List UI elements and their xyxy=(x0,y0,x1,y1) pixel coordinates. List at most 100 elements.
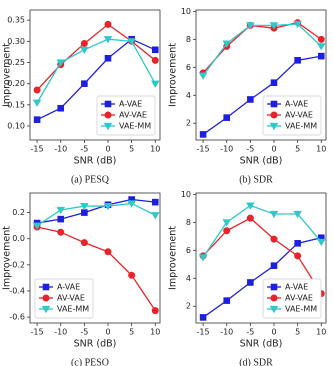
y-tick-label: 8 xyxy=(186,35,191,44)
plot-frame xyxy=(195,9,327,141)
marker xyxy=(269,210,279,219)
plot-frame xyxy=(29,192,161,324)
y-tick-label: 2 xyxy=(186,119,191,128)
x-axis-label: SNR (dB) xyxy=(240,339,283,350)
marker xyxy=(57,215,65,223)
y-tick-label: 8 xyxy=(186,218,191,227)
y-tick-label: 4 xyxy=(186,91,191,100)
marker xyxy=(104,111,112,119)
y-axis-label: Improvement xyxy=(2,226,13,290)
x-tick-label: -15 xyxy=(197,328,210,337)
marker xyxy=(223,227,231,235)
legend-label: VAE-MM xyxy=(285,305,317,314)
x-tick-label: -10 xyxy=(54,328,67,337)
marker xyxy=(246,202,255,210)
marker xyxy=(270,100,278,108)
marker xyxy=(32,99,42,107)
marker xyxy=(294,252,302,260)
marker xyxy=(57,104,65,112)
marker xyxy=(269,22,279,30)
x-tick-label: 5 xyxy=(295,145,300,154)
marker xyxy=(104,100,112,108)
y-tick-label: 0.30 xyxy=(7,37,25,46)
x-tick-label: 5 xyxy=(129,145,134,154)
caption: (b) SDR xyxy=(239,174,273,185)
marker xyxy=(270,262,278,269)
y-tick-label: 0.35 xyxy=(7,16,25,25)
x-tick-label: -5 xyxy=(246,328,254,337)
marker xyxy=(33,86,41,94)
marker xyxy=(103,202,113,211)
x-tick-label: 0 xyxy=(105,328,110,337)
legend-label: VAE-MM xyxy=(57,305,89,314)
marker xyxy=(151,56,159,64)
marker xyxy=(151,80,160,88)
x-tick-label: -15 xyxy=(31,145,44,154)
x-tick-label: -10 xyxy=(54,145,67,154)
series-line xyxy=(202,237,322,318)
x-tick-label: -15 xyxy=(31,328,44,337)
x-tick-label: 5 xyxy=(129,328,134,337)
series-line xyxy=(36,202,156,227)
marker xyxy=(317,35,325,43)
y-tick-label: 0.20 xyxy=(7,79,25,88)
y-tick-label: 6 xyxy=(186,63,191,72)
marker xyxy=(223,297,231,304)
series-line xyxy=(202,217,322,294)
marker xyxy=(151,212,160,220)
legend-box xyxy=(262,278,322,319)
caption: (a) PESQ xyxy=(71,174,110,185)
marker xyxy=(42,283,50,291)
y-tick-label: 0.10 xyxy=(7,122,25,131)
y-axis-label: Improvement xyxy=(168,43,179,107)
y-tick-label: 0.25 xyxy=(7,58,25,67)
y-tick-label: -0.4 xyxy=(9,286,25,295)
plot-frame xyxy=(29,9,161,141)
y-axis-label: Improvement xyxy=(2,43,13,107)
legend-label: VAE-MM xyxy=(119,122,151,131)
caption: (c) PESO xyxy=(71,357,109,366)
marker xyxy=(151,307,159,315)
x-axis-label: SNR (dB) xyxy=(74,339,117,350)
marker xyxy=(56,206,65,215)
x-tick-label: 0 xyxy=(105,145,110,154)
marker xyxy=(104,54,112,62)
series-line xyxy=(36,226,156,311)
y-tick-label: 6 xyxy=(186,246,191,255)
x-tick-label: -10 xyxy=(220,328,233,337)
marker xyxy=(269,122,279,131)
legend-box xyxy=(262,95,322,136)
series-line xyxy=(202,23,322,77)
marker xyxy=(293,210,302,219)
plot-frame xyxy=(195,192,327,324)
x-tick-label: -15 xyxy=(197,145,210,154)
x-tick-label: -10 xyxy=(220,145,233,154)
marker xyxy=(270,283,278,291)
marker xyxy=(199,314,207,321)
marker xyxy=(80,39,88,47)
series-line xyxy=(36,38,156,104)
marker xyxy=(222,219,231,227)
marker xyxy=(317,43,326,51)
y-tick-label: 4 xyxy=(186,274,191,283)
marker xyxy=(80,239,88,247)
x-tick-label: 10 xyxy=(316,145,326,154)
legend-label: AV-VAE xyxy=(57,294,85,303)
caption: (d) SDR xyxy=(239,357,273,366)
marker xyxy=(151,198,159,206)
x-tick-label: 10 xyxy=(150,328,160,337)
marker xyxy=(80,46,89,54)
marker xyxy=(317,52,325,60)
marker xyxy=(151,46,159,54)
x-tick-label: -5 xyxy=(80,145,88,154)
marker xyxy=(80,202,89,211)
legend-label: AV-VAE xyxy=(119,111,147,120)
legend-label: A-VAE xyxy=(285,100,308,109)
legend-label: AV-VAE xyxy=(285,294,313,303)
marker xyxy=(222,40,231,48)
marker xyxy=(127,38,136,46)
marker xyxy=(293,20,302,29)
x-tick-label: 10 xyxy=(150,145,160,154)
y-tick-label: 0.2 xyxy=(12,208,25,217)
